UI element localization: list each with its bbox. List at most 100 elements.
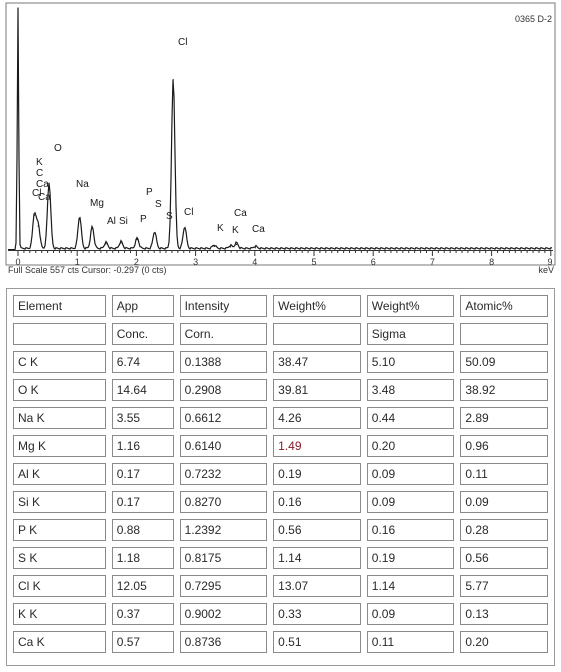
x-tick-label: 3 <box>193 257 198 267</box>
spectrum-peak-point <box>79 217 81 219</box>
x-tick-label: 0 <box>15 257 20 267</box>
peak-label: S <box>166 211 173 222</box>
cell-weight-pct: 0.56 <box>273 519 361 541</box>
x-tick-label: 9 <box>547 257 552 267</box>
cell-atomic-pct: 2.89 <box>460 407 548 429</box>
table-row: O K 14.64 0.2908 39.81 3.48 38.92 <box>13 379 548 401</box>
cell-weight-pct: 39.81 <box>273 379 361 401</box>
cell-app-conc: 1.18 <box>111 547 174 569</box>
cell-intensity-corn: 0.7295 <box>179 575 268 597</box>
cell-intensity-corn: Corn. <box>179 323 268 345</box>
x-axis-unit: keV <box>538 265 554 275</box>
cell-app-conc: Conc. <box>111 323 174 345</box>
cell-intensity-corn: 0.9002 <box>179 603 268 625</box>
cell-app-conc: 1.16 <box>111 435 174 457</box>
cell-weight-sigma: 0.09 <box>366 491 455 513</box>
spectrum-peak-point <box>229 246 232 248</box>
peak-label: K <box>36 157 43 168</box>
cell-intensity-corn: 0.8270 <box>179 491 268 513</box>
peak-label: K <box>217 223 224 234</box>
spectrum-trace <box>8 7 553 251</box>
cell-weight-sigma: 0.09 <box>366 603 455 625</box>
table-row: Ca K 0.57 0.8736 0.51 0.11 0.20 <box>13 631 548 653</box>
peak-label: Cl <box>184 207 193 218</box>
cell-weight-pct: 0.51 <box>273 631 361 653</box>
cell-element: S K <box>13 547 106 569</box>
peak-label: C <box>36 168 43 179</box>
table-row: Na K 3.55 0.6612 4.26 0.44 2.89 <box>13 407 548 429</box>
cell-atomic-pct: 0.20 <box>460 631 548 653</box>
cell-weight-pct: 0.16 <box>273 491 361 513</box>
cell-app-conc: 0.37 <box>111 603 174 625</box>
cell-intensity-corn: 0.8736 <box>179 631 268 653</box>
spectrum-peak-point <box>172 79 174 81</box>
cell-element: K K <box>13 603 106 625</box>
spectrum-frame <box>5 2 556 266</box>
peak-label: Ca <box>38 192 51 203</box>
cell-app-conc: 14.64 <box>111 379 174 401</box>
spectrum-x-axis: 0 1 2 3 4 5 6 7 8 9 <box>8 250 553 267</box>
table-row: Mg K 1.16 0.6140 1.49 0.20 0.96 <box>13 435 548 457</box>
cell-element: Element <box>13 295 106 317</box>
cell-atomic-pct: 0.09 <box>460 491 548 513</box>
cell-atomic-pct: Atomic% <box>460 295 548 317</box>
table-row: Cl K 12.05 0.7295 13.07 1.14 5.77 <box>13 575 548 597</box>
peak-label: P <box>140 214 147 225</box>
cell-weight-pct: 0.33 <box>273 603 361 625</box>
cell-intensity-corn: 0.8175 <box>179 547 268 569</box>
eds-spectrum-panel: 0365 D-2 Cl K C Ca O Cl Ca Na Mg Al Si P P S S Cl K K Ca Ca… <box>0 0 561 282</box>
cell-element: Al K <box>13 463 106 485</box>
cell-element: Mg K <box>13 435 106 457</box>
x-tick-label: 6 <box>371 257 376 267</box>
cell-weight-pct <box>273 323 361 345</box>
cell-app-conc: 6.74 <box>111 351 174 373</box>
peak-label: Ca <box>234 208 247 219</box>
spectrum-peak-point <box>48 183 50 185</box>
spectrum-peak-point <box>136 238 138 241</box>
spectrum-peak-point <box>91 227 93 229</box>
table-subheader-row: Conc. Corn. Sigma <box>13 323 548 345</box>
spectrum-peak-point <box>120 242 122 244</box>
spectrum-peak-point <box>184 227 186 229</box>
cell-weight-sigma: 0.11 <box>366 631 455 653</box>
spectrum-peak-point <box>105 243 107 245</box>
peak-label: S <box>155 199 162 210</box>
cell-intensity-corn: 0.6612 <box>179 407 268 429</box>
spectrum-peak-point <box>33 214 35 216</box>
cell-app-conc: 0.17 <box>111 463 174 485</box>
x-tick-label: 1 <box>75 257 80 267</box>
spectrum-peak-point <box>213 245 215 248</box>
cell-weight-pct: 13.07 <box>273 575 361 597</box>
cell-app-conc: 0.57 <box>111 631 174 653</box>
cell-atomic-pct: 50.09 <box>460 351 548 373</box>
cell-element: Ca K <box>13 631 106 653</box>
peak-label: Ca <box>252 224 265 235</box>
cell-app-conc: 0.17 <box>111 491 174 513</box>
cell-weight-sigma: 0.44 <box>366 407 455 429</box>
peak-label: O <box>54 143 62 154</box>
cell-app-conc: 12.05 <box>111 575 174 597</box>
table-row: Al K 0.17 0.7232 0.19 0.09 0.11 <box>13 463 548 485</box>
x-tick-label: 2 <box>134 257 139 267</box>
x-tick-label: 4 <box>252 257 257 267</box>
cell-atomic-pct: 0.13 <box>460 603 548 625</box>
x-tick-label: 7 <box>430 257 435 267</box>
spectrum-peak-point <box>17 7 19 9</box>
peak-label: K <box>232 225 239 236</box>
table-row: C K 6.74 0.1388 38.47 5.10 50.09 <box>13 351 548 373</box>
cell-intensity-corn: 0.7232 <box>179 463 268 485</box>
quantification-table: Element App Intensity Weight% Weight% Atomic%… <box>7 289 554 659</box>
spectrum-footer: Full Scale 557 cts Cursor: -0.297 (0 cts… <box>8 265 167 275</box>
cell-atomic-pct: 0.28 <box>460 519 548 541</box>
cell-app-conc: 3.55 <box>111 407 174 429</box>
peak-label: Cl <box>178 37 187 48</box>
peak-label: Cl <box>32 188 41 199</box>
cell-element <box>13 323 106 345</box>
cell-element: O K <box>13 379 106 401</box>
cell-weight-pct: 0.19 <box>273 463 361 485</box>
cell-app-conc: App <box>111 295 174 317</box>
cell-intensity-corn: 0.1388 <box>179 351 268 373</box>
x-tick-label: 5 <box>311 257 316 267</box>
peak-label: Na <box>76 179 89 190</box>
peak-label: Mg <box>90 198 104 209</box>
